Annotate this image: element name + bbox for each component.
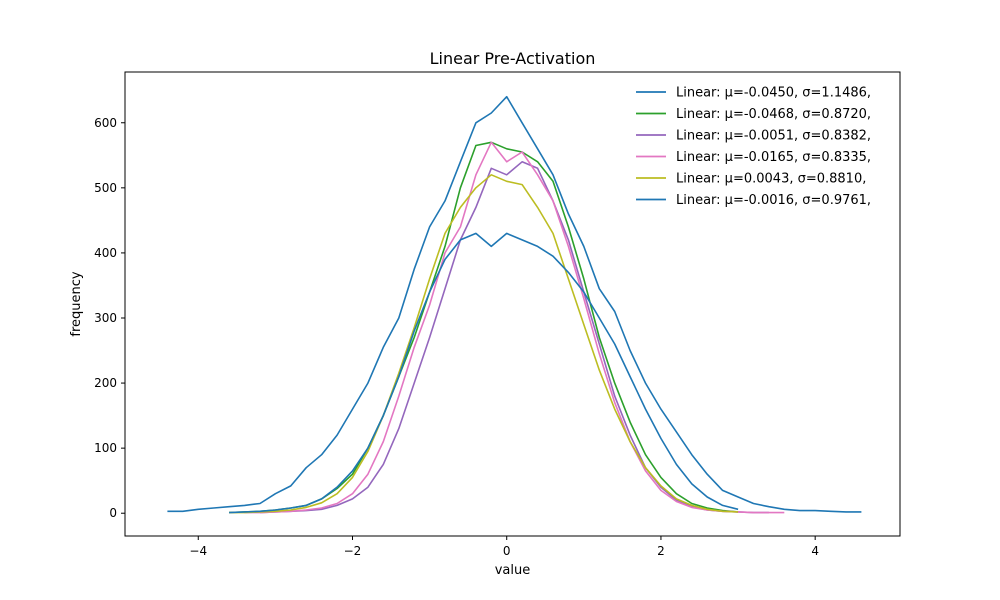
x-tick-label: 0 — [503, 544, 511, 558]
y-tick-label: 100 — [94, 441, 117, 455]
legend-entry: Linear: μ=-0.0165, σ=0.8335, — [676, 150, 871, 165]
x-tick-label: −2 — [344, 544, 362, 558]
legend-entry: Linear: μ=0.0043, σ=0.8810, — [676, 172, 866, 187]
series-line-3 — [259, 161, 769, 514]
y-tick-label: 500 — [94, 181, 117, 195]
y-tick-label: 0 — [109, 506, 117, 520]
series-line-6 — [229, 232, 739, 514]
series-line-4 — [244, 141, 785, 514]
legend-entry: Linear: μ=-0.0016, σ=0.9761, — [676, 193, 871, 208]
series-line-2 — [229, 141, 739, 514]
legend: Linear: μ=-0.0450, σ=1.1486, Linear: μ=-0… — [636, 86, 871, 208]
series-line-5 — [229, 174, 739, 514]
y-tick-label: 400 — [94, 246, 117, 260]
legend-entry: Linear: μ=-0.0468, σ=0.8720, — [676, 107, 871, 122]
x-tick-label: 2 — [657, 544, 665, 558]
x-tick-label: 4 — [811, 544, 819, 558]
plot-area — [167, 95, 862, 514]
legend-entry: Linear: μ=-0.0450, σ=1.1486, — [676, 86, 871, 101]
x-tick-label: −4 — [189, 544, 207, 558]
y-axis: 0 100 200 300 400 500 600 — [94, 116, 125, 520]
x-axis: −4 −2 0 2 4 — [189, 536, 819, 558]
y-axis-label: frequency — [69, 271, 84, 337]
plot-frame — [124, 71, 901, 537]
series-line-1 — [167, 95, 862, 513]
legend-entry: Linear: μ=-0.0051, σ=0.8382, — [676, 129, 871, 144]
y-tick-label: 300 — [94, 311, 117, 325]
chart-title: Linear Pre-Activation — [430, 49, 596, 68]
y-tick-label: 200 — [94, 376, 117, 390]
y-tick-label: 600 — [94, 116, 117, 130]
x-axis-label: value — [495, 563, 531, 578]
